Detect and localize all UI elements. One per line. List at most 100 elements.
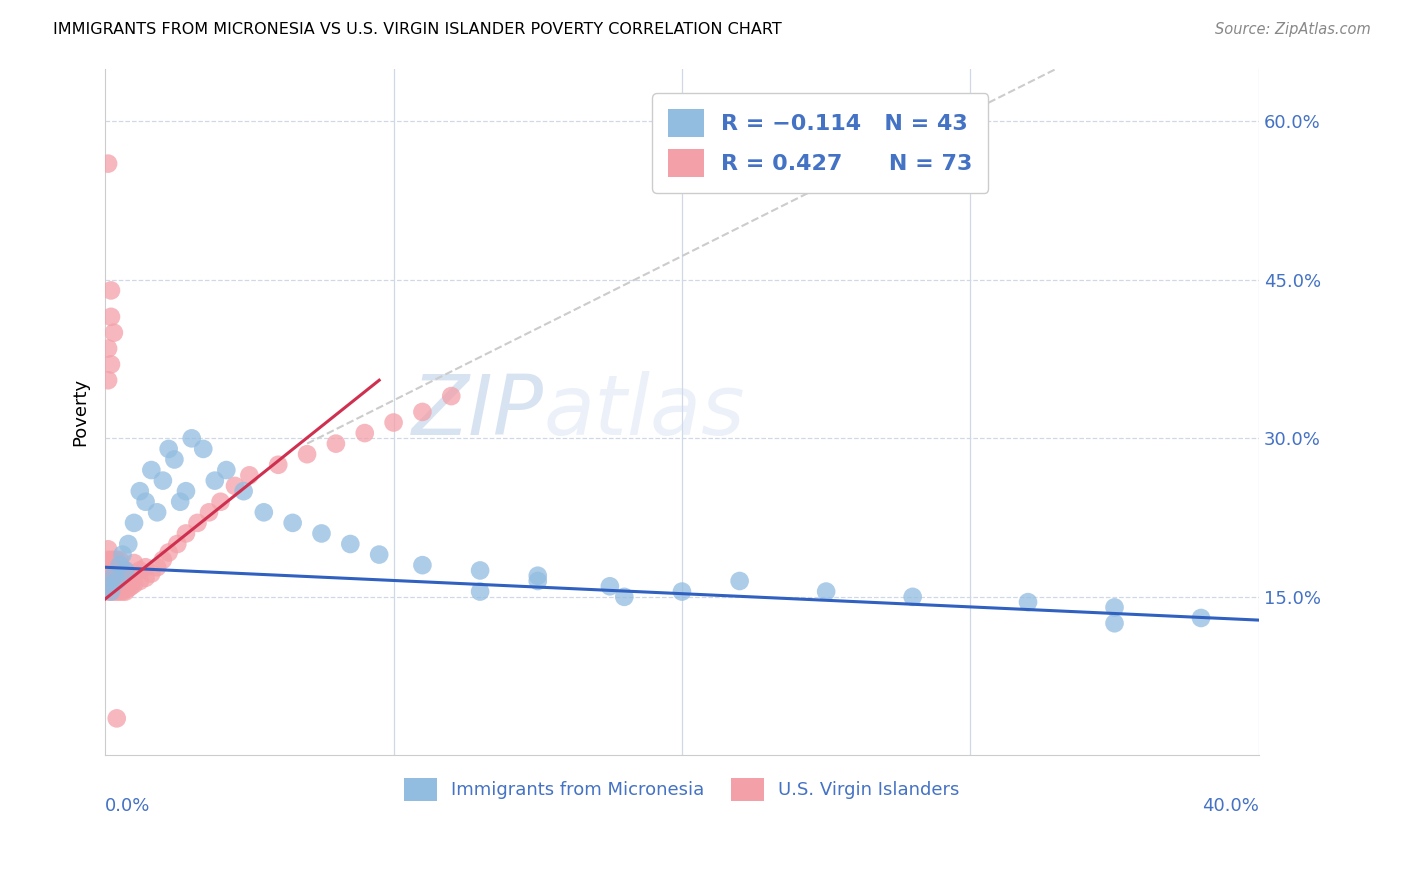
Point xyxy=(103,563,125,577)
Point xyxy=(97,342,120,356)
Point xyxy=(281,516,304,530)
Point xyxy=(440,389,463,403)
Point xyxy=(111,574,134,588)
Point xyxy=(120,579,142,593)
Point xyxy=(599,579,621,593)
Point xyxy=(411,558,433,573)
Point xyxy=(613,590,636,604)
Point xyxy=(111,563,134,577)
Point xyxy=(100,553,122,567)
Point xyxy=(103,574,125,588)
Point xyxy=(108,553,131,567)
Point xyxy=(1017,595,1039,609)
Point xyxy=(157,442,180,456)
Point xyxy=(100,584,122,599)
Point xyxy=(295,447,318,461)
Point xyxy=(215,463,238,477)
Point xyxy=(105,579,128,593)
Point xyxy=(174,526,197,541)
Point xyxy=(135,495,157,509)
Point xyxy=(253,505,276,519)
Point xyxy=(411,405,433,419)
Point xyxy=(100,584,122,599)
Point xyxy=(163,452,186,467)
Point xyxy=(152,553,174,567)
Point xyxy=(209,495,232,509)
Point xyxy=(105,584,128,599)
Point xyxy=(180,431,202,445)
Point xyxy=(325,436,347,450)
Point xyxy=(105,711,128,725)
Point xyxy=(103,584,125,599)
Point xyxy=(105,553,128,567)
Point xyxy=(311,526,333,541)
Point xyxy=(122,516,145,530)
Text: IMMIGRANTS FROM MICRONESIA VS U.S. VIRGIN ISLANDER POVERTY CORRELATION CHART: IMMIGRANTS FROM MICRONESIA VS U.S. VIRGI… xyxy=(53,22,782,37)
Point xyxy=(141,463,163,477)
Legend: Immigrants from Micronesia, U.S. Virgin Islanders: Immigrants from Micronesia, U.S. Virgin … xyxy=(396,771,967,808)
Point xyxy=(204,474,226,488)
Point xyxy=(103,579,125,593)
Point xyxy=(100,563,122,577)
Point xyxy=(117,571,139,585)
Point xyxy=(105,563,128,577)
Point xyxy=(103,326,125,340)
Point xyxy=(97,373,120,387)
Point xyxy=(198,505,221,519)
Point xyxy=(526,574,548,588)
Point xyxy=(135,560,157,574)
Point xyxy=(117,582,139,596)
Point xyxy=(120,568,142,582)
Point xyxy=(103,568,125,582)
Point xyxy=(901,590,924,604)
Point xyxy=(114,563,136,577)
Point xyxy=(135,571,157,585)
Point xyxy=(1104,616,1126,631)
Point xyxy=(122,556,145,570)
Point xyxy=(111,584,134,599)
Point xyxy=(114,584,136,599)
Text: 40.0%: 40.0% xyxy=(1202,797,1258,814)
Point xyxy=(1104,600,1126,615)
Point xyxy=(97,579,120,593)
Point xyxy=(97,558,120,573)
Point xyxy=(114,563,136,577)
Point xyxy=(468,563,491,577)
Point xyxy=(186,516,208,530)
Point xyxy=(108,563,131,577)
Point xyxy=(100,310,122,324)
Point xyxy=(100,568,122,582)
Point xyxy=(169,495,191,509)
Point xyxy=(103,553,125,567)
Point xyxy=(468,584,491,599)
Point xyxy=(146,560,169,574)
Point xyxy=(103,568,125,582)
Point xyxy=(267,458,290,472)
Point xyxy=(353,426,375,441)
Point xyxy=(105,574,128,588)
Point xyxy=(97,568,120,582)
Point xyxy=(128,563,150,577)
Point xyxy=(146,505,169,519)
Point xyxy=(728,574,751,588)
Point xyxy=(141,566,163,581)
Point xyxy=(368,548,391,562)
Point xyxy=(108,558,131,573)
Point xyxy=(100,579,122,593)
Point xyxy=(100,574,122,588)
Point xyxy=(238,468,260,483)
Point xyxy=(117,537,139,551)
Point xyxy=(382,416,405,430)
Point xyxy=(122,566,145,581)
Point xyxy=(224,479,246,493)
Point xyxy=(97,563,120,577)
Point xyxy=(157,545,180,559)
Point xyxy=(97,542,120,557)
Point xyxy=(111,548,134,562)
Text: 0.0%: 0.0% xyxy=(105,797,150,814)
Point xyxy=(526,568,548,582)
Point xyxy=(97,579,120,593)
Point xyxy=(108,584,131,599)
Point xyxy=(97,553,120,567)
Point xyxy=(105,574,128,588)
